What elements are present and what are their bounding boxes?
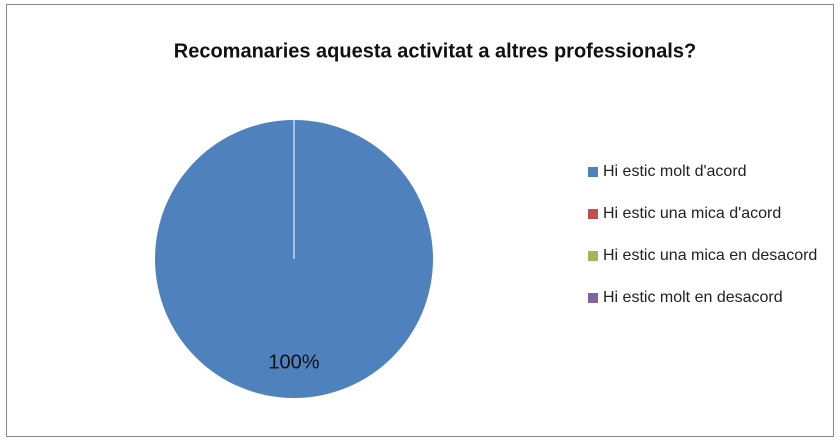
legend-label: Hi estic una mica d'acord	[603, 205, 782, 222]
legend-swatch	[588, 251, 598, 261]
legend-item: Hi estic una mica en desacord	[588, 244, 818, 268]
legend-item: Hi estic una mica d'acord	[588, 202, 818, 226]
legend-swatch	[588, 209, 598, 219]
legend-label: Hi estic molt en desacord	[603, 289, 783, 306]
data-label: 100%	[268, 352, 319, 374]
legend-label: Hi estic una mica en desacord	[603, 247, 818, 264]
legend-swatch	[588, 293, 598, 303]
legend-label: Hi estic molt d'acord	[603, 163, 747, 180]
legend: Hi estic molt d'acord Hi estic una mica d…	[588, 160, 828, 328]
legend-item: Hi estic molt en desacord	[588, 286, 818, 310]
legend-item: Hi estic molt d'acord	[588, 160, 818, 184]
legend-swatch	[588, 167, 598, 177]
chart-title: Recomanaries aquesta activitat a altres …	[174, 40, 696, 62]
